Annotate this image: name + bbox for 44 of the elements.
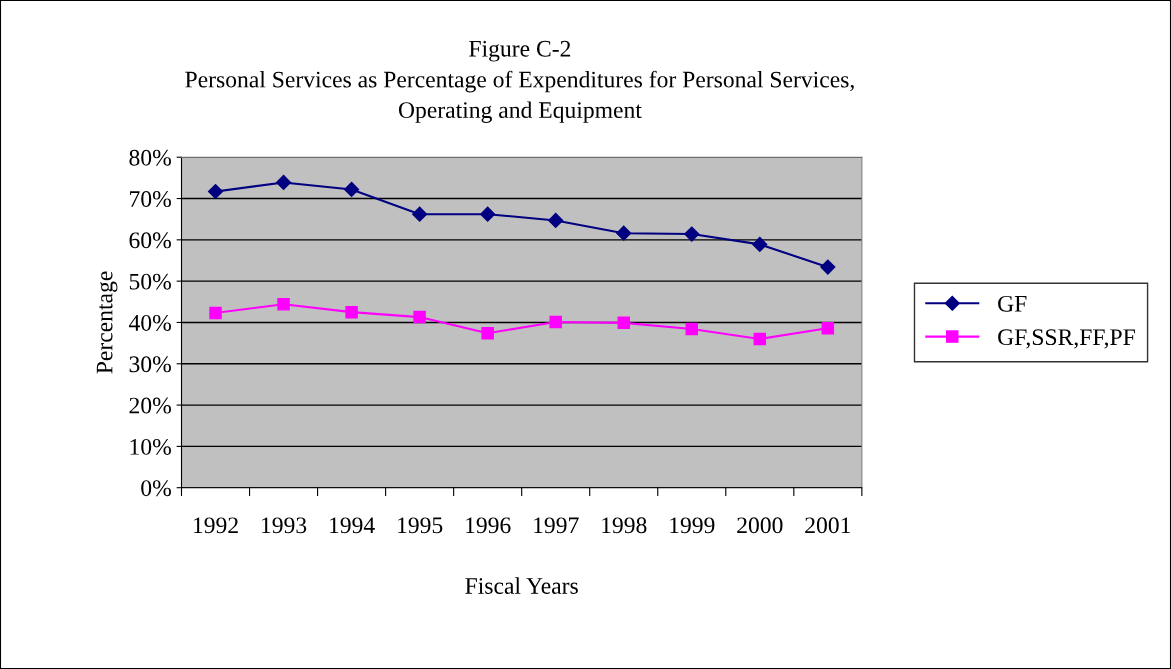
point — [684, 226, 700, 242]
x-axis-title: Fiscal Years — [465, 577, 578, 594]
point — [821, 321, 835, 335]
chart-title: Figure C-2 Personal Services as Percentage of Expenditures for Personal Services, Operating and Equipment — [185, 40, 854, 123]
y-tick-label: 0% — [141, 480, 171, 497]
x-tick-label: 1993 — [262, 517, 307, 534]
y-tick-label: 70% — [130, 191, 171, 208]
x-tick-label: 1995 — [398, 517, 443, 534]
point — [277, 298, 290, 311]
point — [685, 322, 699, 336]
point — [345, 305, 358, 319]
x-tick-label: 1996 — [466, 517, 511, 534]
y-tick-label: 40% — [128, 314, 171, 331]
x-tick-label: 1998 — [602, 517, 647, 534]
y-tick-label: 30% — [129, 356, 171, 373]
point — [481, 326, 494, 340]
point — [209, 306, 222, 320]
y-tick-label: 10% — [130, 438, 171, 455]
point — [413, 310, 426, 324]
x-tick-label: 2001 — [805, 517, 851, 534]
point — [549, 315, 562, 329]
point — [480, 206, 496, 222]
legend-label: GF,SSR,FF,PF — [998, 329, 1135, 349]
point — [207, 183, 224, 200]
point — [753, 332, 767, 346]
y-tick-label: 20% — [129, 397, 171, 414]
x-tick-label: 1999 — [670, 517, 715, 534]
point — [752, 236, 768, 252]
y-axis-title: Percentage — [96, 271, 118, 374]
y-tick-label: 50% — [129, 273, 171, 290]
point — [344, 181, 360, 198]
y-tick-label: 80% — [129, 149, 171, 166]
point — [616, 225, 632, 241]
point — [412, 206, 428, 222]
x-tick-label: 2000 — [737, 517, 783, 534]
x-tick-label: 1994 — [330, 517, 375, 534]
point — [275, 174, 292, 190]
point — [820, 259, 836, 275]
x-tick-label: 1997 — [534, 517, 579, 534]
point — [548, 212, 564, 228]
x-tick-label: 1992 — [193, 517, 238, 534]
legend-label: GF — [998, 295, 1027, 312]
point — [617, 316, 630, 330]
y-tick-label: 60% — [129, 232, 171, 249]
